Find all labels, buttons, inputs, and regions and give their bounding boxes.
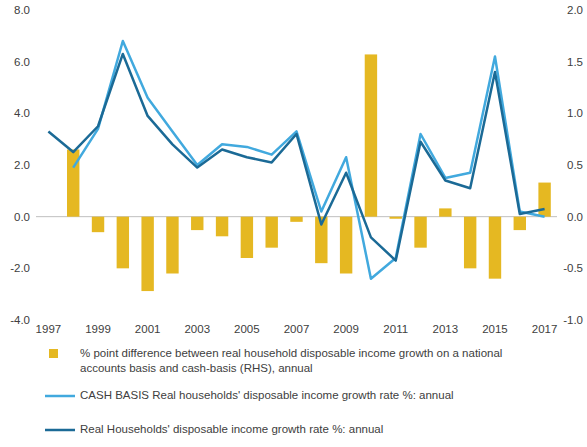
- y2-tick: [557, 165, 561, 166]
- y2-tick-label: 2.0: [567, 4, 583, 16]
- bar: [290, 217, 302, 222]
- bar: [191, 217, 203, 230]
- y2-tick-label: -1.0: [563, 314, 583, 326]
- y2-tick-label: 1.0: [567, 107, 583, 119]
- x-tick-label: 2005: [234, 323, 260, 335]
- y-tick: [32, 268, 36, 269]
- y-tick-label: -4.0: [10, 314, 30, 326]
- bar: [439, 208, 451, 216]
- bar: [514, 217, 526, 230]
- x-tick-label: 1997: [36, 323, 62, 335]
- bar: [117, 217, 129, 269]
- plot-area: [48, 41, 550, 291]
- y2-tick: [557, 113, 561, 114]
- y-tick: [32, 61, 36, 62]
- legend-swatch: [49, 349, 58, 358]
- bar: [216, 217, 228, 237]
- x-tick-label: 2009: [333, 323, 359, 335]
- x-tick-label: 2003: [184, 323, 210, 335]
- y2-tick: [557, 10, 561, 11]
- x-tick-label: 1999: [85, 323, 111, 335]
- legend-label: CASH BASIS Real households' disposable i…: [80, 388, 530, 403]
- x-tick-label: 2017: [532, 323, 558, 335]
- y-tick: [32, 10, 36, 11]
- bar: [489, 217, 501, 279]
- legend-label: % point difference between real househol…: [80, 346, 530, 376]
- y-tick-label: 8.0: [14, 4, 30, 16]
- y-tick-label: 2.0: [14, 159, 30, 171]
- bar: [92, 217, 104, 233]
- y2-tick: [557, 268, 561, 269]
- y2-tick-label: 1.5: [567, 56, 583, 68]
- bar: [340, 217, 352, 274]
- y-tick-label: -2.0: [10, 262, 30, 274]
- x-tick-label: 2007: [284, 323, 310, 335]
- bar: [141, 217, 153, 291]
- y2-tick-label: 0.5: [567, 159, 583, 171]
- x-tick-label: 2015: [482, 323, 508, 335]
- bar: [464, 217, 476, 269]
- y-tick-label: 4.0: [14, 107, 30, 119]
- y-tick: [32, 216, 36, 217]
- y2-tick: [557, 320, 561, 321]
- line: [48, 54, 544, 261]
- y2-tick-label: 0.0: [567, 211, 583, 223]
- bar: [365, 54, 377, 216]
- x-tick-label: 2001: [135, 323, 161, 335]
- x-tick-label: 2013: [433, 323, 459, 335]
- chart-svg: -4.0 -2.0 0.0 2.0 4.0 6.0 8.0 -1.0 -0.5 0.0 0.5 1.0…: [0, 0, 587, 447]
- line: [73, 41, 544, 279]
- bar: [265, 217, 277, 248]
- y-tick-label: 0.0: [14, 211, 30, 223]
- y-tick-label: 6.0: [14, 56, 30, 68]
- y-tick: [32, 113, 36, 114]
- y-tick: [32, 165, 36, 166]
- y-tick: [32, 320, 36, 321]
- bar: [538, 183, 550, 217]
- x-tick-label: 2011: [383, 323, 408, 335]
- legend-swatch: [45, 395, 75, 398]
- legend-swatch: [45, 429, 75, 432]
- y2-tick: [557, 61, 561, 62]
- y2-tick-label: -0.5: [563, 262, 583, 274]
- y2-tick: [557, 216, 561, 217]
- legend-label: Real Households' disposable income growt…: [80, 422, 530, 437]
- bar: [241, 217, 253, 258]
- chart-root: -4.0 -2.0 0.0 2.0 4.0 6.0 8.0 -1.0 -0.5 0.0 0.5 1.0…: [0, 0, 587, 447]
- bar: [414, 217, 426, 248]
- bar: [166, 217, 178, 274]
- bar: [390, 217, 402, 219]
